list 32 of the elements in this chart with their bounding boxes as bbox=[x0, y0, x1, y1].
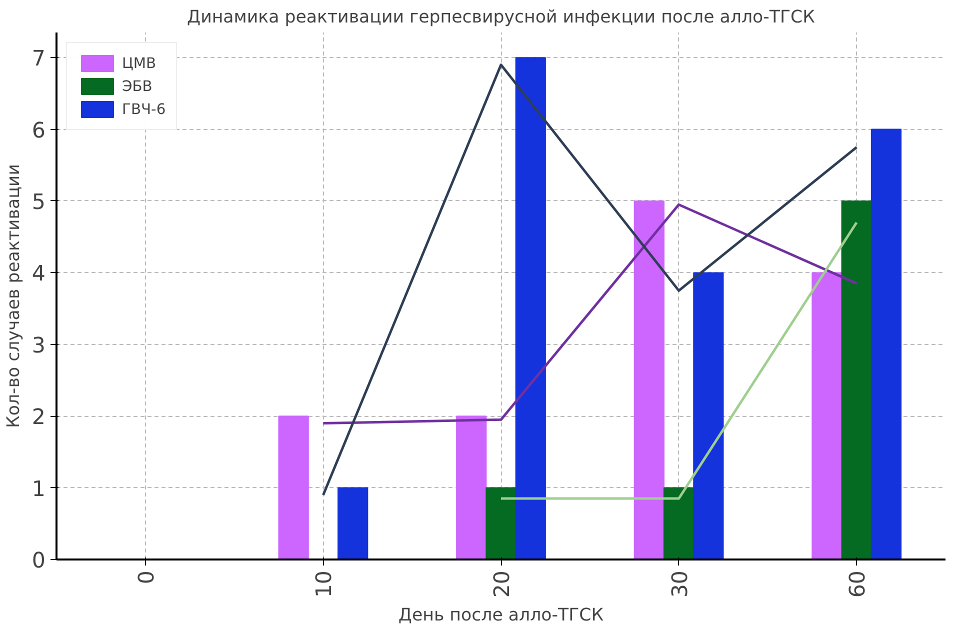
x-tick-label: 30 bbox=[668, 570, 693, 598]
bar bbox=[841, 200, 872, 560]
x-tick-label: 0 bbox=[134, 570, 160, 584]
line-series bbox=[322, 64, 858, 496]
line-series bbox=[322, 203, 858, 425]
y-tick-label: 0 bbox=[32, 548, 46, 574]
x-axis-title: День после алло-ТГСК bbox=[398, 606, 604, 626]
bar bbox=[870, 128, 902, 560]
y-tick-label: 6 bbox=[32, 118, 46, 144]
y-tick-label: 4 bbox=[32, 262, 46, 287]
x-tick-label: 10 bbox=[312, 570, 338, 598]
bar bbox=[515, 57, 546, 560]
x-tick-label: 20 bbox=[490, 570, 515, 598]
y-axis-title: Кол-во случаев реактивации bbox=[4, 164, 24, 428]
bar bbox=[456, 416, 487, 560]
bar bbox=[693, 272, 724, 560]
legend-label: ГВЧ-6 bbox=[122, 100, 166, 118]
x-tick-label: 60 bbox=[846, 570, 871, 598]
y-tick-label: 1 bbox=[32, 476, 46, 502]
y-tick-label: 7 bbox=[32, 46, 46, 72]
legend-label: ЭБВ bbox=[122, 78, 152, 94]
bar bbox=[338, 487, 368, 560]
bar bbox=[486, 487, 516, 560]
y-tick-label: 5 bbox=[32, 190, 46, 215]
bar bbox=[634, 200, 664, 560]
bar bbox=[278, 416, 309, 560]
legend-label: ЦМВ bbox=[122, 54, 156, 72]
y-tick-label: 2 bbox=[32, 405, 46, 430]
bar bbox=[812, 272, 842, 560]
bar bbox=[663, 487, 694, 560]
chart-title: Динамика реактивации герпесвирусной инфекции после алло-ТГСК bbox=[187, 8, 815, 28]
y-tick-label: 3 bbox=[32, 333, 46, 358]
